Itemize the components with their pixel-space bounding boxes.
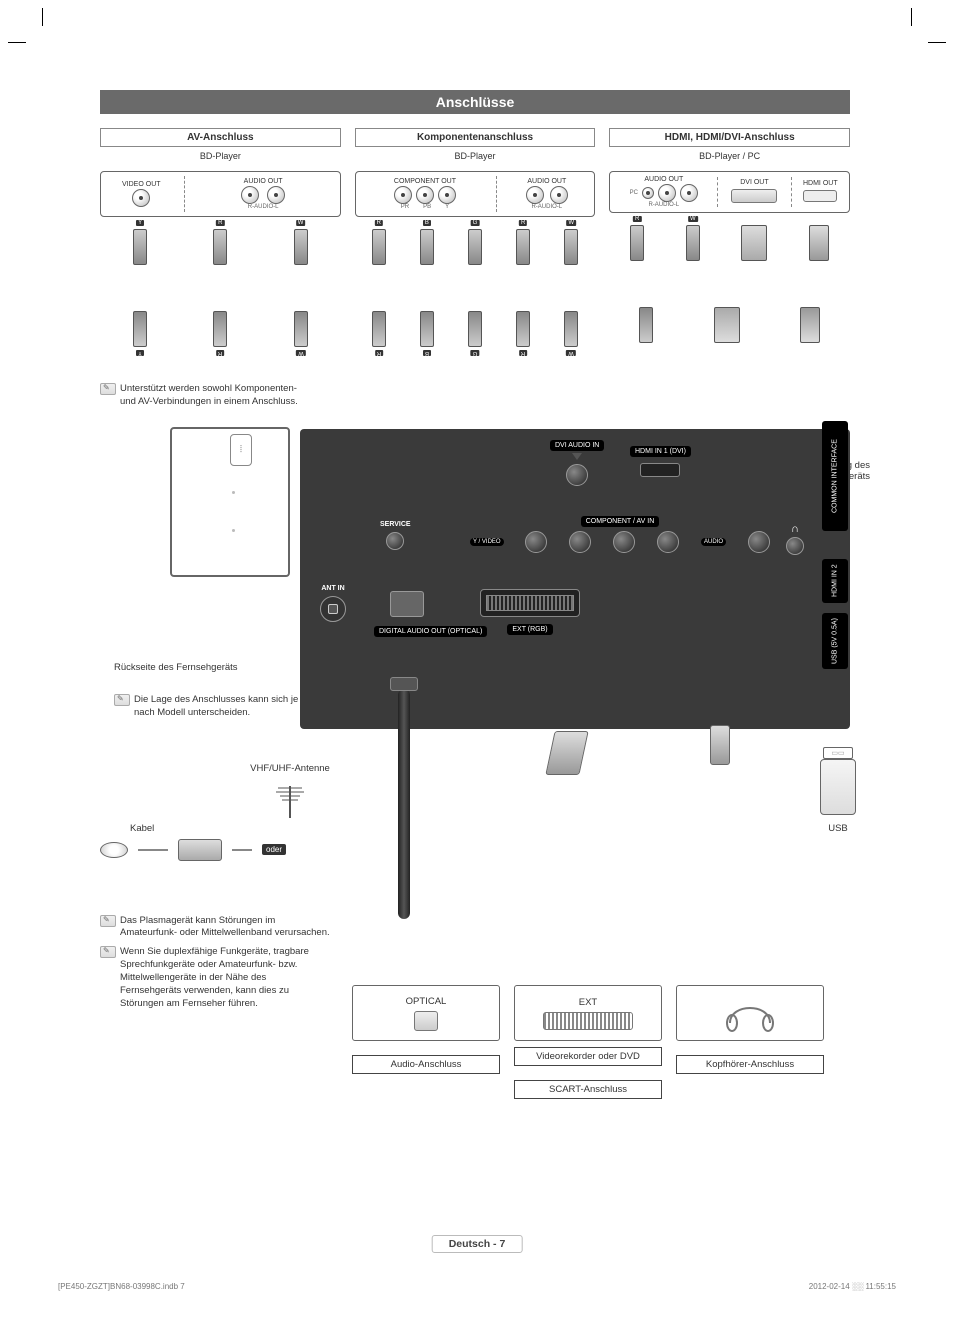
hdmi-port-icon xyxy=(803,190,837,202)
hdmi-in1-port xyxy=(640,463,680,477)
note-icon xyxy=(100,946,116,958)
col-hdmi: HDMI, HDMI/DVI-Anschluss BD-Player / PC … xyxy=(609,128,850,353)
note-plasma: Das Plasmagerät kann Störungen im Amateu… xyxy=(100,915,330,941)
headphone-box: Kopfhörer-Anschluss xyxy=(676,985,824,1099)
hdmi-plug-icon xyxy=(809,225,829,261)
dvi-plug-icon xyxy=(741,225,767,261)
video-out-jack xyxy=(132,189,150,207)
av-sub: BD-Player xyxy=(100,149,341,163)
r-audio-l: R-AUDIO-L xyxy=(191,204,336,210)
note-icon xyxy=(114,694,130,706)
audio-l-jack xyxy=(267,186,285,204)
note-funk: Wenn Sie duplexfähige Funkgeräte, tragba… xyxy=(100,946,330,1010)
optical-port xyxy=(390,591,424,617)
crop-mark xyxy=(928,42,946,43)
note-icon xyxy=(100,915,116,927)
hdmi-head: HDMI, HDMI/DVI-Anschluss xyxy=(609,128,850,147)
audio-r-jack xyxy=(241,186,259,204)
jack-icon: R xyxy=(213,229,227,265)
crop-mark xyxy=(911,8,912,26)
hdmi-plug-icon xyxy=(710,725,730,765)
ext-box: EXT Videorekorder oder DVD SCART-Anschlu… xyxy=(514,985,662,1099)
common-interface-slot: COMMON INTERFACE xyxy=(822,421,848,531)
headphone-port xyxy=(786,537,804,555)
col-av: AV-Anschluss BD-Player VIDEO OUT AUDIO O… xyxy=(100,128,341,353)
hdmi-sub: BD-Player / PC xyxy=(609,149,850,163)
dvi-port-icon xyxy=(731,189,777,203)
audio-out-label: AUDIO OUT xyxy=(191,178,336,186)
antenna-icon xyxy=(270,778,310,818)
footer-filename: [PE450-ZGZT]BN68-03998C.indb 7 xyxy=(58,1282,185,1291)
comp-sub: BD-Player xyxy=(355,149,596,163)
antenna-block: VHF/UHF-Antenne xyxy=(250,763,330,821)
service-port xyxy=(386,532,404,550)
tv-back-panel: DVI AUDIO IN HDMI IN 1 (DVI) COMPONENT /… xyxy=(300,429,850,729)
tv-back-label: Rückseite des Fernsehgeräts xyxy=(114,662,238,673)
comp-head: Komponentenanschluss xyxy=(355,128,596,147)
hdmi-in2-port: HDMI IN 2 xyxy=(822,559,848,603)
note-av-component: Unterstützt werden sowohl Komponenten- u… xyxy=(100,383,300,409)
coax-icon xyxy=(100,842,128,858)
splitter-icon xyxy=(178,839,222,861)
dvi-audio-in-port xyxy=(566,464,588,486)
usb-device: ▭▭ USB xyxy=(820,747,856,834)
video-out-label: VIDEO OUT xyxy=(105,181,178,189)
page-content: Anschlüsse AV-Anschluss BD-Player VIDEO … xyxy=(100,90,850,1016)
jack-icon: W xyxy=(294,229,308,265)
headphones-icon xyxy=(722,993,778,1033)
kabel-label: Kabel xyxy=(130,823,154,834)
crop-mark xyxy=(8,42,26,43)
crop-mark xyxy=(42,8,43,26)
kabel-row: oder xyxy=(100,839,286,861)
scart-port xyxy=(480,589,580,617)
jack-icon: Y xyxy=(133,229,147,265)
page-number: Deutsch - 7 xyxy=(432,1235,523,1253)
ant-in-port xyxy=(320,596,346,622)
comp-device: COMPONENT OUT PR PB Y xyxy=(355,171,596,217)
scart-port-icon xyxy=(543,1012,633,1030)
av-head: AV-Anschluss xyxy=(100,128,341,147)
footer-timestamp: 2012-02-14 ░░ 11:55:15 xyxy=(809,1282,896,1291)
note-position: Die Lage des Anschlusses kann sich je na… xyxy=(114,694,314,720)
av-device: VIDEO OUT AUDIO OUT R-AUDIO-L xyxy=(100,171,341,217)
jack-icon: Y xyxy=(133,311,147,347)
optical-cable-icon xyxy=(398,689,410,919)
connection-columns: AV-Anschluss BD-Player VIDEO OUT AUDIO O… xyxy=(100,128,850,353)
oder-badge: oder xyxy=(262,844,286,855)
jack-icon: R xyxy=(213,311,227,347)
optical-box: OPTICAL Audio-Anschluss xyxy=(352,985,500,1099)
tv-front-icon: ⦙ xyxy=(170,427,290,577)
optical-port-icon xyxy=(414,1011,438,1031)
hdmi-device: AUDIO OUT PC R-AUDIO-L DVI OUT xyxy=(609,171,850,213)
jack-icon: W xyxy=(294,311,308,347)
usb-port: USB (5V 0.5A) xyxy=(822,613,848,669)
scart-plug-icon xyxy=(545,731,588,775)
note-icon xyxy=(100,383,116,395)
col-component: Komponentenanschluss BD-Player COMPONENT… xyxy=(355,128,596,353)
section-title: Anschlüsse xyxy=(100,90,850,114)
